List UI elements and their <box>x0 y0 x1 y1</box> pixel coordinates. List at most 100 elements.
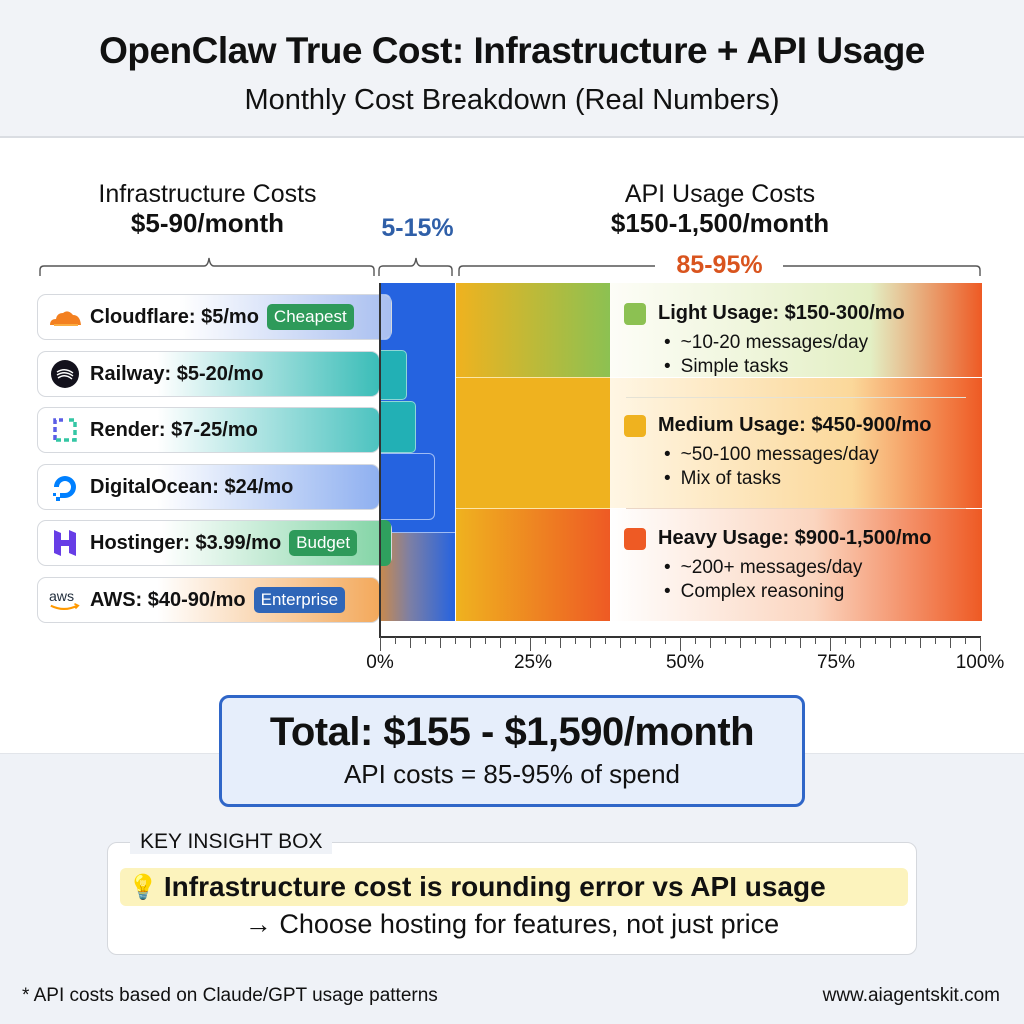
segment-divider <box>456 377 610 378</box>
tier-label: Heavy Usage: $900-1,500/mo <box>658 527 932 549</box>
provider-label: Railway: $5-20/mo <box>90 362 264 385</box>
api-bar-light <box>456 283 610 377</box>
axis-tick <box>905 637 906 644</box>
railway-icon <box>48 359 82 389</box>
tier-bullet: ~50-100 messages/day <box>664 443 982 467</box>
infrastructure-share: 5-15% <box>381 214 454 242</box>
provider-label: Render: $7-25/mo <box>90 418 258 441</box>
usage-tier-heavy: Heavy Usage: $900-1,500/mo ~200+ message… <box>610 527 982 604</box>
cheapest-badge: Cheapest <box>266 304 354 330</box>
axis-tick <box>380 637 381 651</box>
axis-tick <box>485 637 486 644</box>
axis-tick <box>950 637 951 648</box>
provider-row-railway[interactable]: Railway: $5-20/mo <box>37 351 380 397</box>
axis-tick <box>890 637 891 648</box>
tick-label-50: 50% <box>665 652 705 673</box>
provider-row-hostinger[interactable]: Hostinger: $3.99/mo Budget <box>37 520 392 566</box>
tier-divider <box>626 397 966 398</box>
tier-label: Light Usage: $150-300/mo <box>658 302 905 324</box>
axis-tick <box>710 637 711 648</box>
axis-tick <box>695 637 696 644</box>
railway-bar <box>380 350 407 400</box>
axis-tick <box>920 637 921 648</box>
axis-tick <box>620 637 621 648</box>
svg-text:aws: aws <box>49 589 74 605</box>
api-bar-medium <box>456 378 610 508</box>
axis-tick <box>680 637 681 651</box>
provider-row-aws[interactable]: aws AWS: $40-90/mo Enterprise <box>37 577 380 623</box>
digitalocean-bar <box>380 453 435 520</box>
axis-tick <box>980 637 981 651</box>
insight-subline: → Choose hosting for features, not just … <box>244 909 780 939</box>
axis-tick <box>860 637 861 648</box>
segment-divider <box>380 532 455 533</box>
provider-label: AWS: $40-90/mo <box>90 588 246 611</box>
infrastructure-range: $5-90/month <box>130 207 285 238</box>
tier-bullet: Mix of tasks <box>664 467 982 491</box>
usage-tier-light: Light Usage: $150-300/mo ~10-20 messages… <box>610 302 982 379</box>
lightbulb-icon: 💡 <box>128 873 158 901</box>
axis-tick <box>515 637 516 644</box>
total-box: Total: $155 - $1,590/month API costs = 8… <box>219 695 805 807</box>
tier-bullet: ~200+ messages/day <box>664 556 982 580</box>
y-axis-line <box>379 283 381 638</box>
axis-tick <box>455 637 456 644</box>
render-icon <box>48 415 82 445</box>
axis-tick <box>785 637 786 644</box>
infrastructure-header: Infrastructure Costs $5-90/month <box>40 180 375 239</box>
insight-highlight: 💡 Infrastructure cost is rounding error … <box>120 868 908 906</box>
cloudflare-bar <box>380 294 391 340</box>
render-bar <box>380 401 416 453</box>
tier-bullet: Simple tasks <box>664 355 982 379</box>
axis-tick <box>800 637 801 648</box>
axis-tick <box>755 637 756 644</box>
api-bar-heavy <box>456 509 610 621</box>
axis-tick <box>590 637 591 648</box>
infrastructure-label: Infrastructure Costs <box>98 180 317 208</box>
axis-tick <box>830 637 831 651</box>
cloudflare-icon <box>48 302 82 332</box>
provider-label: Cloudflare: $5/mo <box>90 305 259 328</box>
footnote: * API costs based on Claude/GPT usage pa… <box>22 985 438 1006</box>
tick-label-0: 0% <box>366 652 394 673</box>
hostinger-icon <box>48 528 82 558</box>
axis-tick <box>575 637 576 644</box>
infrastructure-bar-aws-segment <box>380 532 455 621</box>
tier-label: Medium Usage: $450-900/mo <box>658 414 932 436</box>
provider-row-cloudflare[interactable]: Cloudflare: $5/mo Cheapest <box>37 294 392 340</box>
budget-badge: Budget <box>289 530 358 556</box>
api-range: $150-1,500/month <box>610 207 830 238</box>
axis-tick <box>605 637 606 644</box>
chart-subtitle: Monthly Cost Breakdown (Real Numbers) <box>244 84 780 116</box>
api-label: API Usage Costs <box>624 180 816 208</box>
axis-tick <box>740 637 741 648</box>
digitalocean-icon <box>48 472 82 502</box>
axis-tick <box>560 637 561 648</box>
provider-label: Hostinger: $3.99/mo <box>90 531 282 554</box>
axis-tick <box>845 637 846 644</box>
axis-tick <box>650 637 651 648</box>
bracket-lines <box>39 257 981 276</box>
header-band <box>0 0 1024 138</box>
axis-tick <box>815 637 816 644</box>
api-header: API Usage Costs $150-1,500/month <box>460 180 980 239</box>
hostinger-bar <box>380 520 391 566</box>
light-swatch <box>624 302 646 325</box>
tick-label-100: 100% <box>955 652 1005 673</box>
axis-tick <box>935 637 936 644</box>
axis-tick <box>665 637 666 644</box>
enterprise-badge: Enterprise <box>253 587 346 613</box>
heavy-swatch <box>624 527 646 550</box>
provider-row-render[interactable]: Render: $7-25/mo <box>37 407 380 453</box>
axis-tick <box>425 637 426 644</box>
axis-tick <box>875 637 876 644</box>
axis-tick <box>725 637 726 644</box>
axis-tick <box>530 637 531 651</box>
total-subline: API costs = 85-95% of spend <box>343 759 681 789</box>
tick-label-75: 75% <box>816 652 856 673</box>
axis-tick <box>965 637 966 644</box>
source-url[interactable]: www.aiagentskit.com <box>822 985 1000 1006</box>
axis-tick <box>770 637 771 648</box>
axis-tick <box>500 637 501 648</box>
provider-row-digitalocean[interactable]: DigitalOcean: $24/mo <box>37 464 380 510</box>
